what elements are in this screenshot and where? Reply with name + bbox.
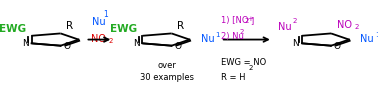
Text: EWG = NO: EWG = NO <box>222 58 267 67</box>
Text: over: over <box>158 61 177 70</box>
Text: 2) Nu: 2) Nu <box>222 32 244 41</box>
Text: 2: 2 <box>248 65 253 71</box>
Text: 2: 2 <box>244 18 249 24</box>
Text: N: N <box>133 39 139 48</box>
Text: R: R <box>177 21 184 31</box>
Text: 1: 1 <box>375 32 378 38</box>
Text: Nu: Nu <box>201 34 214 44</box>
Text: EWG: EWG <box>0 24 26 34</box>
Text: +: + <box>247 16 253 22</box>
Text: 2: 2 <box>354 24 359 30</box>
Text: N: N <box>22 39 29 48</box>
Text: NO: NO <box>91 34 106 44</box>
Text: Nu: Nu <box>92 17 105 27</box>
Text: O: O <box>174 42 181 51</box>
Text: Nu: Nu <box>360 34 374 44</box>
Text: NO: NO <box>337 20 352 30</box>
Text: 1: 1 <box>103 10 108 19</box>
Text: O: O <box>64 42 70 51</box>
Text: 30 examples: 30 examples <box>140 73 194 82</box>
Text: 2: 2 <box>293 18 297 24</box>
Text: 1: 1 <box>216 32 220 38</box>
Text: R = H: R = H <box>222 73 246 82</box>
Text: 1) [NO: 1) [NO <box>222 16 249 25</box>
Text: 2: 2 <box>239 29 243 35</box>
Text: ]: ] <box>250 16 253 25</box>
Text: 2: 2 <box>108 38 113 44</box>
Text: EWG: EWG <box>110 24 137 34</box>
Text: R: R <box>66 21 73 31</box>
Text: Nu: Nu <box>278 22 291 32</box>
Text: N: N <box>292 39 299 48</box>
Text: O: O <box>334 42 341 51</box>
